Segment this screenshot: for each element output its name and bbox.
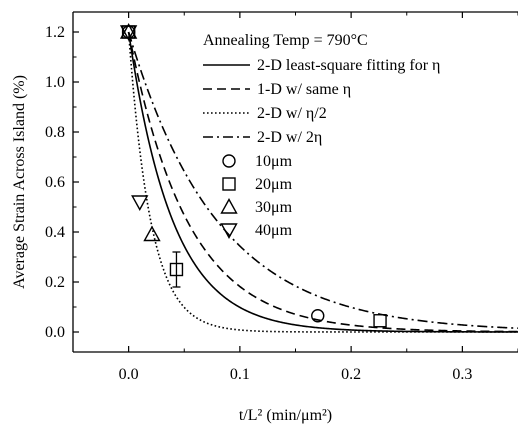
- legend-line-label: 1-D w/ same η: [257, 81, 351, 98]
- x-tick-label: 0.1: [230, 366, 250, 383]
- data-point: [311, 309, 325, 323]
- legend-series-label: 30μm: [255, 199, 293, 216]
- legend-line-label: 2-D w/ 2η: [257, 129, 322, 146]
- legend-series-label: 40μm: [255, 222, 293, 239]
- y-tick-label: 0.0: [45, 324, 65, 341]
- data-point: [143, 225, 161, 242]
- fit-curve: [127, 31, 518, 333]
- y-tick-label: 0.6: [45, 174, 65, 191]
- legend: Annealing Temp = 790°C 2-D least-square f…: [203, 32, 440, 239]
- legend-line-label: 2-D w/ η/2: [257, 105, 327, 122]
- legend-marker: [220, 198, 238, 214]
- x-tick-label: 0.2: [341, 366, 361, 383]
- legend-title: Annealing Temp = 790°C: [203, 32, 368, 49]
- fit-curve: [127, 31, 518, 330]
- y-tick-label: 0.2: [45, 274, 65, 291]
- y-tick-label: 1.2: [45, 24, 65, 41]
- x-tick-label: 0.3: [452, 366, 472, 383]
- legend-marker: [222, 177, 236, 191]
- fit-curve: [127, 31, 518, 333]
- legend-series-label: 10μm: [255, 153, 293, 170]
- x-axis-label: t/L² (min/μm²): [239, 407, 332, 424]
- plot-area: 0.0 0.1 0.2 0.3 0.0 0.2 0.4 0.6 0.8 1.0 1.2: [45, 11, 518, 383]
- legend-marker: [222, 154, 236, 168]
- data-point: [119, 25, 138, 41]
- legend-series-label: 20μm: [255, 176, 293, 193]
- data-point: [119, 23, 138, 39]
- legend-line-label: 2-D least-square fitting for η: [257, 57, 440, 74]
- x-tick-label: 0.0: [119, 366, 139, 383]
- y-tick-label: 0.4: [45, 224, 65, 241]
- legend-marker: [220, 223, 238, 239]
- data-point: [131, 195, 149, 211]
- y-axis-label: Average Strain Across Island (%): [11, 75, 28, 289]
- data-point: [373, 314, 387, 328]
- fit-curve: [127, 31, 518, 333]
- data-point: [169, 262, 184, 277]
- y-tick-label: 1.0: [45, 74, 65, 91]
- y-tick-label: 0.8: [45, 124, 65, 141]
